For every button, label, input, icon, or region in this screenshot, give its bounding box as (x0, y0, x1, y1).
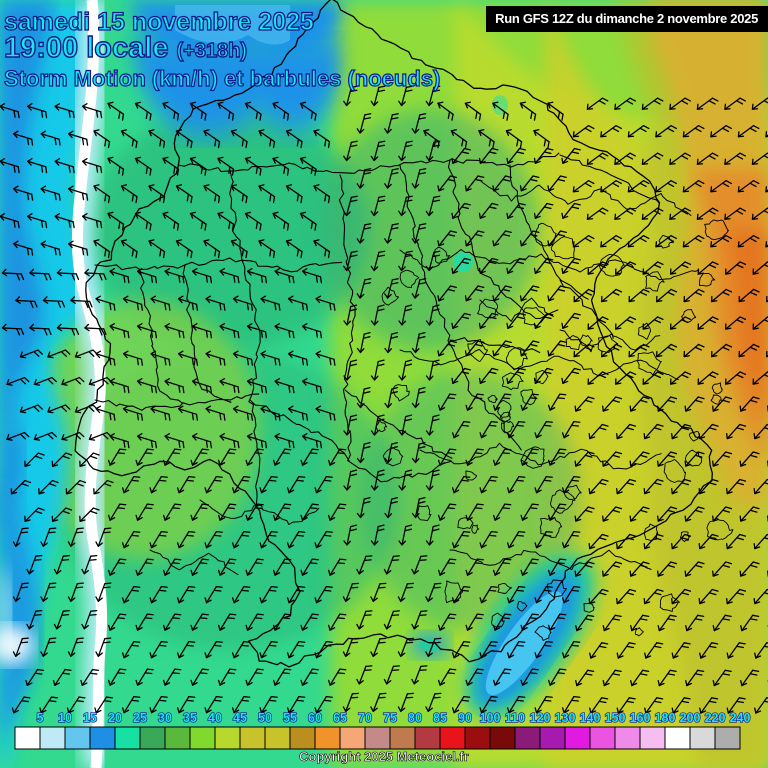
svg-text:150: 150 (605, 711, 626, 725)
svg-text:30: 30 (158, 711, 172, 725)
svg-text:40: 40 (208, 711, 222, 725)
svg-text:70: 70 (358, 711, 372, 725)
svg-text:200: 200 (680, 711, 701, 725)
svg-text:55: 55 (283, 711, 297, 725)
svg-text:220: 220 (705, 711, 726, 725)
svg-text:120: 120 (530, 711, 551, 725)
svg-text:20: 20 (108, 711, 122, 725)
svg-text:60: 60 (308, 711, 322, 725)
svg-text:180: 180 (655, 711, 676, 725)
svg-text:45: 45 (233, 711, 247, 725)
svg-text:35: 35 (183, 711, 197, 725)
svg-text:75: 75 (383, 711, 397, 725)
svg-text:85: 85 (433, 711, 447, 725)
svg-text:130: 130 (555, 711, 576, 725)
svg-text:160: 160 (630, 711, 651, 725)
svg-text:240: 240 (730, 711, 751, 725)
svg-text:10: 10 (58, 711, 72, 725)
svg-text:110: 110 (505, 711, 525, 725)
svg-text:80: 80 (408, 711, 422, 725)
svg-text:15: 15 (83, 711, 97, 725)
svg-text:140: 140 (580, 711, 601, 725)
svg-text:65: 65 (333, 711, 347, 725)
svg-text:25: 25 (133, 711, 147, 725)
svg-text:90: 90 (458, 711, 472, 725)
svg-text:100: 100 (480, 711, 501, 725)
svg-text:50: 50 (258, 711, 272, 725)
svg-text:5: 5 (37, 711, 44, 725)
